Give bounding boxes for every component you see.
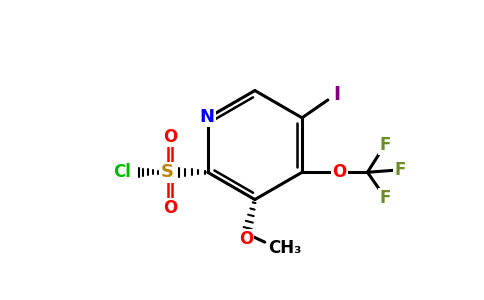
- Text: Cl: Cl: [114, 163, 132, 181]
- Text: O: O: [239, 230, 253, 248]
- Text: F: F: [379, 136, 391, 154]
- Text: O: O: [333, 163, 347, 181]
- Text: S: S: [161, 163, 174, 181]
- Text: I: I: [333, 85, 340, 104]
- Text: O: O: [163, 128, 177, 146]
- Text: F: F: [379, 189, 391, 207]
- Text: F: F: [394, 161, 406, 179]
- Text: O: O: [163, 199, 177, 217]
- Text: N: N: [199, 108, 214, 126]
- Text: CH₃: CH₃: [268, 239, 301, 257]
